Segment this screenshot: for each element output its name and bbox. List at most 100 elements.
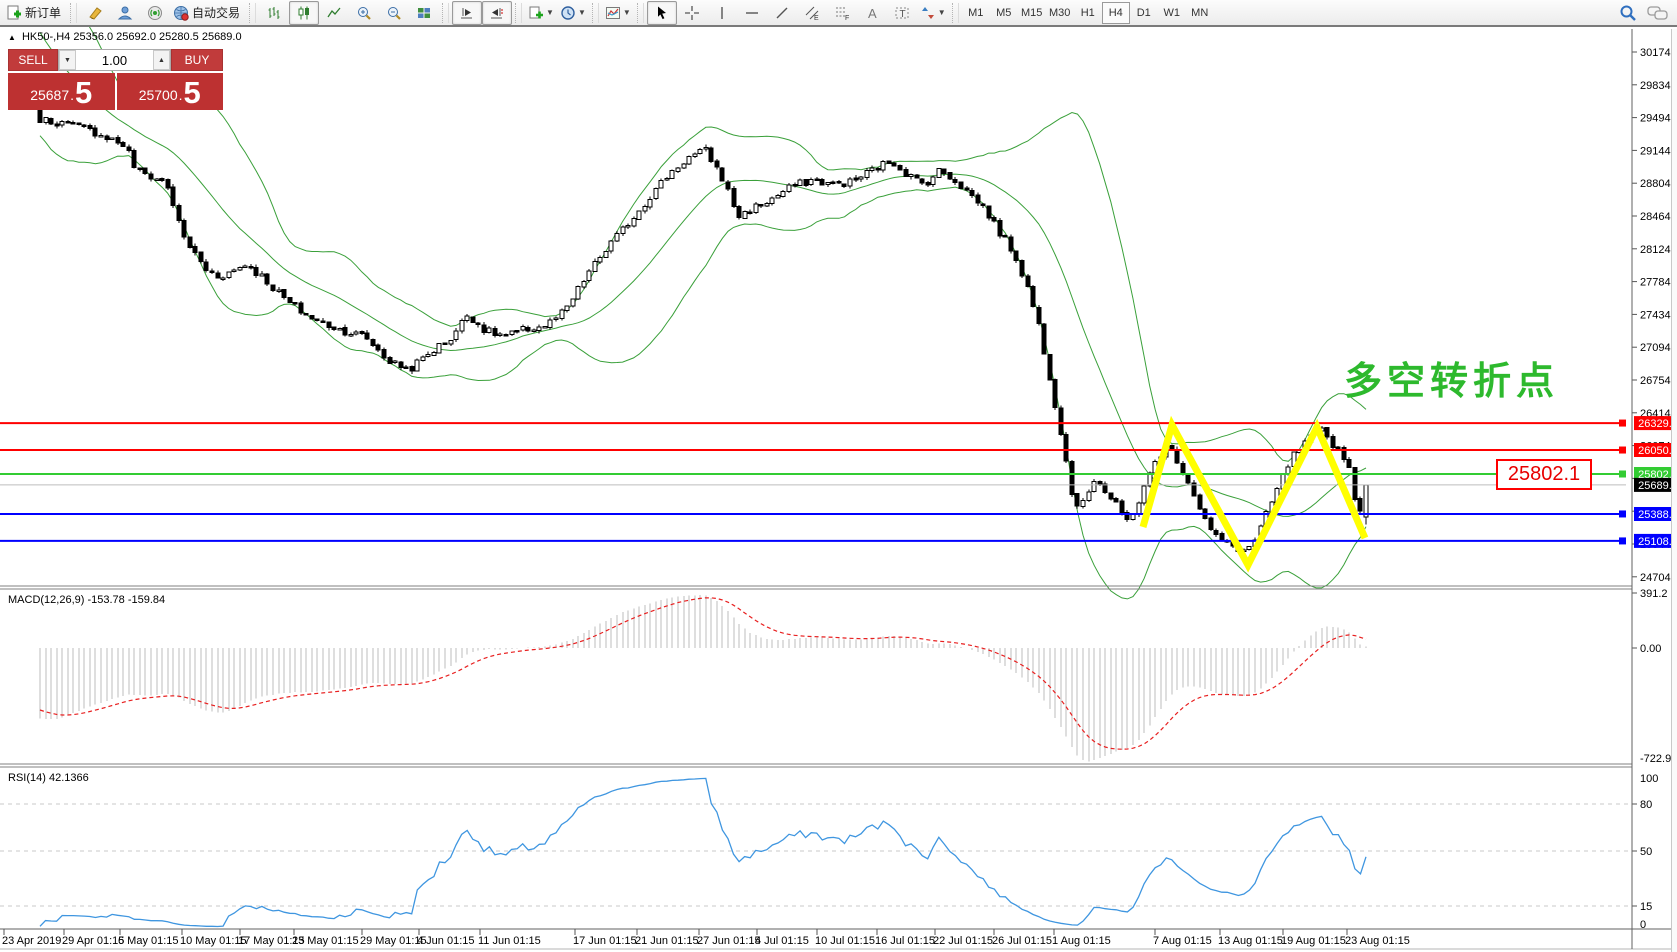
indicators-button[interactable]: ▼ [602, 1, 634, 25]
dropdown-caret-icon: ▼ [622, 8, 631, 17]
chart-ohlc-header: ▲ HK50-,H4 25356.0 25692.0 25280.5 25689… [8, 31, 242, 43]
crosshair-tool-button[interactable] [677, 1, 707, 25]
arrows-tool-button[interactable]: ▼ [917, 1, 949, 25]
chart-shift-button[interactable] [482, 0, 513, 25]
macd-pane-label: MACD(12,26,9) -153.78 -159.84 [8, 594, 166, 606]
volume-increase-button[interactable]: ▲ [153, 50, 170, 70]
arrows-icon [921, 6, 934, 19]
turning-point-annotation[interactable]: 多空转折点 [1344, 361, 1560, 403]
new-chart-button[interactable]: ▼ [525, 1, 557, 25]
volume-stepper: ▼ 1.00 ▲ [58, 49, 171, 71]
zoom-in-button[interactable] [349, 1, 379, 25]
bar-chart-button[interactable] [259, 1, 289, 25]
volume-decrease-button[interactable]: ▼ [59, 50, 76, 70]
buy-button[interactable]: BUY [171, 49, 223, 71]
zigzag-annotation[interactable] [1139, 415, 1369, 573]
timeframe-button-m1[interactable]: M1 [968, 6, 984, 19]
toolbar-separator [442, 2, 450, 23]
buy-price-dot: . [178, 87, 183, 103]
toolbar-separator [591, 2, 599, 23]
autotrading-icon [174, 5, 189, 21]
price-tick-label: 29494.0 [1640, 113, 1677, 125]
candlestick-chart-button[interactable] [289, 0, 320, 25]
svg-text:T: T [899, 9, 905, 20]
date-tick-label: 22 Jul 01:15 [933, 935, 993, 947]
auto-scroll-icon [461, 7, 473, 18]
zoom-out-button[interactable] [379, 1, 409, 25]
level-handle[interactable] [1619, 446, 1626, 454]
horizontal-line-tool-button[interactable] [737, 1, 767, 25]
date-tick-label: 4 Jun 01:15 [417, 935, 475, 947]
autotrading-button[interactable]: 自动交易 [170, 1, 246, 25]
rsi-pane-label: RSI(14) 42.1366 [8, 772, 89, 784]
bollinger-band-middle [39, 32, 1367, 517]
macd-signal-line [39, 597, 1367, 750]
level-handle[interactable] [1619, 419, 1626, 427]
level-handle[interactable] [1619, 470, 1626, 478]
chat-icon[interactable] [1647, 4, 1669, 22]
new-order-button[interactable]: 新订单 [3, 1, 67, 25]
news-button[interactable] [140, 1, 170, 25]
equidistant-channel-tool-button[interactable]: E [797, 1, 827, 25]
price-tick-label: 29144.0 [1640, 145, 1677, 157]
date-tick-label: 29 May 01:15 [360, 935, 427, 947]
toolbar-separator [70, 2, 78, 23]
marker-button[interactable] [80, 1, 110, 25]
tile-windows-button[interactable] [409, 1, 439, 25]
level-handle[interactable] [1619, 510, 1626, 518]
vertical-line-tool-button[interactable] [707, 1, 737, 25]
text-icon: A [868, 6, 877, 21]
timeframe-button-w1[interactable]: W1 [1163, 6, 1180, 19]
level-handle[interactable] [1619, 537, 1626, 545]
toolbar-separator [515, 2, 523, 23]
bar-low: 25280.5 [159, 31, 199, 43]
line-chart-button[interactable] [319, 1, 349, 25]
line-chart-icon [327, 7, 341, 17]
svg-text:15: 15 [1640, 901, 1652, 913]
symbol-period: HK50-,H4 [21, 31, 71, 43]
date-tick-label: 7 Aug 01:15 [1153, 935, 1212, 947]
volume-value[interactable]: 1.00 [101, 52, 128, 68]
periods-button[interactable]: ▼ [557, 1, 589, 25]
bar-chart-icon [268, 6, 280, 19]
trendline-tool-button[interactable] [767, 1, 797, 25]
bollinger-band-upper [74, 0, 1367, 462]
timeframe-button-m5[interactable]: M5 [996, 6, 1012, 19]
timeframe-button-mn[interactable]: MN [1191, 6, 1209, 19]
sell-price-tile[interactable]: 25687. 5 [8, 73, 115, 110]
svg-text:0: 0 [1640, 919, 1646, 931]
price-callout-box[interactable]: 25802.1 [1496, 459, 1592, 490]
bar-high: 25692.0 [116, 31, 156, 43]
date-tick-label: 23 Apr 2019 [2, 935, 61, 947]
sell-button[interactable]: SELL [8, 49, 58, 71]
cursor-tool-button[interactable] [646, 0, 677, 25]
auto-scroll-button[interactable] [452, 0, 483, 25]
date-tick-label: 17 Jun 01:15 [573, 935, 637, 947]
price-tick-label: 29834.0 [1640, 80, 1677, 92]
macd-histogram [39, 595, 1367, 762]
rsi-line [39, 777, 1367, 928]
svg-text:391.2: 391.2 [1640, 588, 1668, 600]
collapse-triangle-icon[interactable]: ▲ [8, 33, 16, 42]
zoom-out-icon [388, 6, 401, 20]
timeframe-button-m30[interactable]: M30 [1049, 6, 1071, 19]
crosshair-icon [684, 5, 699, 20]
timeframe-button-m15[interactable]: M15 [1021, 6, 1043, 19]
window-edge-strip [1671, 29, 1677, 952]
buy-price-tile[interactable]: 25700. 5 [116, 73, 223, 110]
timeframe-button-h4[interactable]: H4 [1101, 1, 1130, 24]
text-tool-button[interactable]: A [857, 1, 887, 25]
timeframe-button-h1[interactable]: H1 [1080, 6, 1095, 19]
fibonacci-tool-button[interactable]: F [827, 1, 857, 25]
text-label-tool-button[interactable]: T [887, 1, 917, 25]
search-icon[interactable] [1619, 4, 1637, 22]
zoom-in-icon [358, 6, 371, 20]
profile-button[interactable] [110, 1, 140, 25]
one-click-trading-panel: SELL ▼ 1.00 ▲ BUY 25687. 5 25700. 5 [8, 49, 223, 110]
svg-text:E: E [814, 15, 819, 21]
news-icon [148, 5, 163, 20]
date-tick-label: 19 Aug 01:15 [1281, 935, 1346, 947]
timeframe-button-d1[interactable]: D1 [1136, 6, 1151, 19]
